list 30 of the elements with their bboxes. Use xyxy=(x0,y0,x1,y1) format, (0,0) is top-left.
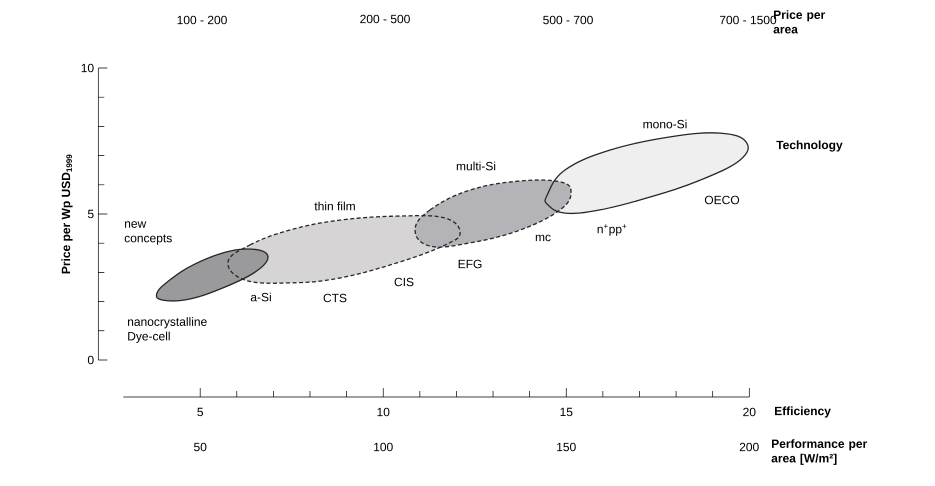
x-tick-label: 5 xyxy=(197,408,204,416)
y-tick-label: 0 xyxy=(88,356,94,364)
x2-tick-label: 200 xyxy=(740,442,759,452)
text: 200 - 500 xyxy=(360,14,410,24)
annotation: mc xyxy=(536,234,551,242)
annotation: n$^{+}$pp$^{+}$ xyxy=(598,224,626,236)
x2-axis-title: Performance per area [W/m²] xyxy=(772,439,868,465)
x2-tick-label: 100 xyxy=(374,442,393,452)
x-tick-label: 15 xyxy=(560,408,572,416)
text: Technology xyxy=(776,140,843,152)
annotation: CIS xyxy=(394,278,414,286)
annotation: EFG xyxy=(458,260,482,268)
annotation: nanocrystalline Dye-cell xyxy=(128,317,207,343)
annotation: new concepts xyxy=(124,221,172,245)
y-tick-label: 5 xyxy=(88,210,94,218)
x2-tick-label: 150 xyxy=(557,442,576,452)
text: 500 - 700 xyxy=(543,16,593,24)
annotation: multi-Si xyxy=(456,162,496,170)
y-tick-label: 10 xyxy=(82,64,94,72)
x-tick-label: 20 xyxy=(743,408,756,416)
annotation: thin film xyxy=(314,202,355,210)
x-tick-label: 10 xyxy=(377,408,390,416)
x-axis-title: Efficiency xyxy=(775,406,831,418)
annotation: a-Si xyxy=(250,292,271,302)
text: 100 - 200 xyxy=(178,16,227,24)
annotation: mono-Si xyxy=(643,120,687,128)
annotation: OECO xyxy=(704,196,740,204)
y-axis-title: Price per Wp USD$_{1999}$ xyxy=(61,154,73,274)
x2-tick-label: 50 xyxy=(194,442,206,452)
annotation: CTS xyxy=(324,294,346,302)
